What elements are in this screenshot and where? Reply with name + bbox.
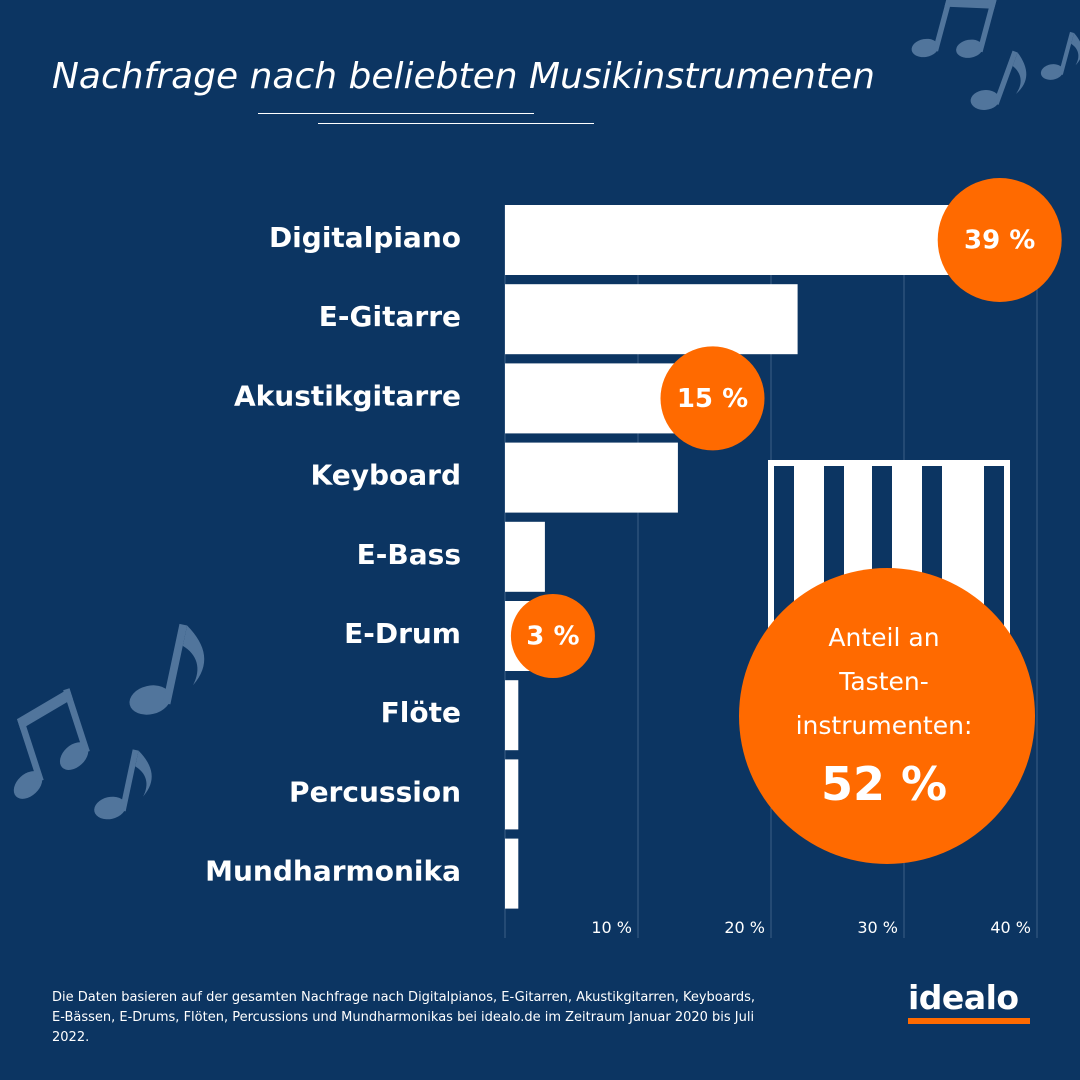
page-title: Nachfrage nach beliebten Musikinstrument… [52,56,875,97]
callout-label: 15 % [677,384,748,414]
bar-percussion [505,759,519,830]
callout-circle [510,594,595,678]
callout-circle [937,178,1062,302]
category-label: Mundharmonika [205,855,461,888]
title-underline-lower [318,123,594,124]
category-label: Flöte [381,696,461,729]
x-tick-label: 10 % [591,918,632,937]
keyboard-share-line-2: Tasten- [838,667,929,696]
bar-e-bass [505,521,545,592]
x-tick-label: 30 % [857,918,898,937]
category-label: E-Gitarre [319,300,461,333]
keyboard-share-callout: Anteil an Tasten- instrumenten: 52 % [739,568,1035,864]
callout-label: 39 % [964,226,1035,256]
idealo-logo[interactable]: idealo [908,980,1030,1024]
logo-text: idealo [908,978,1019,1017]
logo-underline [908,1018,1030,1024]
category-label: E-Drum [344,617,461,650]
bar-keyboard [505,442,678,513]
bar-e-gitarre [505,284,798,355]
keyboard-share-line-3: instrumenten: [796,711,973,740]
title-underline-upper [258,113,534,114]
category-label: E-Bass [357,538,461,571]
x-axis-ticks: 10 % 20 % 30 % 40 % [591,918,1031,937]
x-tick-label: 20 % [724,918,765,937]
bar-flöte [505,680,519,751]
x-tick-label: 40 % [990,918,1031,937]
category-label: Keyboard [311,459,461,492]
bar-digitalpiano [505,205,1024,275]
keyboard-share-line-1: Anteil an [828,623,939,652]
category-labels: Digitalpiano E-Gitarre Akustikgitarre Keybo… [205,221,461,888]
category-label: Percussion [289,775,461,808]
category-label: Digitalpiano [269,221,461,254]
keyboard-share-value: 52 % [821,757,947,811]
keyboard-share-circle [739,568,1035,864]
callout-label: 3 % [526,622,579,652]
value-callouts: 39 % 15 % 3 % [510,178,1062,678]
callout-circle [660,346,765,451]
category-label: Akustikgitarre [234,379,461,412]
footnote: Die Daten basieren auf der gesamten Nach… [52,990,755,1045]
bar-mundharmonika [505,838,519,909]
